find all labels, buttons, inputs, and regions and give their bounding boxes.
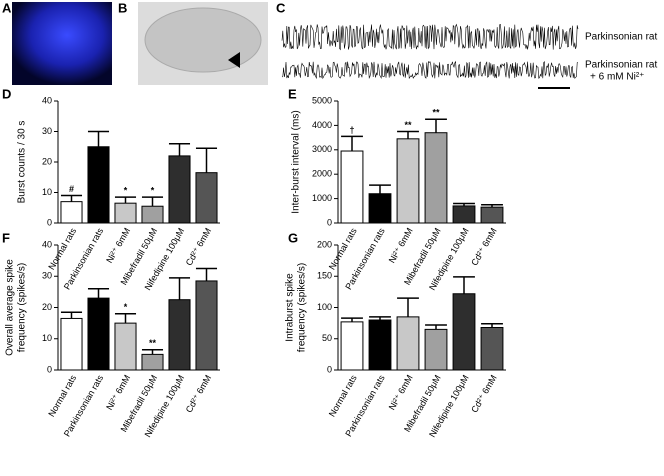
significance-mark: ** [149,338,157,348]
x-tick-label: Cd²⁺ 6mM [184,373,214,414]
bar [340,321,364,371]
panel-label: G [288,230,298,245]
y-tick-label: 1000 [312,193,332,203]
bar [60,201,83,224]
y-tick-label: 30 [42,126,52,136]
y-tick-label: 150 [317,271,332,281]
bar [396,138,420,224]
y-axis-title: Inter-burst interval (ms) [291,110,302,213]
significance-mark: * [151,185,155,195]
y-tick-label: 20 [42,302,52,312]
bar [114,322,137,371]
trace-label: + 6 mM Ni²⁺ [590,72,644,83]
significance-mark: † [349,125,354,135]
bar [168,299,191,371]
significance-mark: # [69,184,74,194]
y-tick-label: 4000 [312,120,332,130]
y-tick-label: 20 [42,156,52,166]
x-tick-label: Cd²⁺ 6mM [469,226,499,267]
y-tick-label: 40 [42,239,52,249]
bar [340,150,364,224]
y-tick-label: 40 [42,95,52,105]
significance-mark: * [124,302,128,312]
y-tick-label: 2000 [312,169,332,179]
panel-label: A [2,0,12,15]
y-tick-label: 10 [42,187,52,197]
y-tick-label: 0 [47,217,52,227]
bar [141,205,164,224]
x-tick-label: Cd²⁺ 6mM [469,373,499,414]
bar [480,206,504,224]
panel-label: F [2,230,10,245]
y-tick-label: 0 [47,364,52,374]
significance-mark: ** [404,120,412,130]
x-tick-label: Ni²⁺ 6mM [104,226,132,265]
x-tick-label: Normal rats [327,373,359,419]
y-tick-label: 100 [317,302,332,312]
brain-slice [144,7,262,73]
panel-label: E [288,86,297,101]
y-tick-label: 0 [327,364,332,374]
y-axis-title: Burst counts / 30 s [17,121,28,204]
trace [281,60,579,80]
bar [114,202,137,224]
bar [87,146,110,224]
bar [452,205,476,224]
significance-mark: * [124,185,128,195]
x-tick-label: Ni²⁺ 6mM [387,373,415,412]
y-axis-title: Intraburst spike [285,273,296,342]
panel-label: C [276,0,286,15]
panel-label: D [2,86,11,101]
trace [281,23,579,51]
bar [87,297,110,371]
bar [368,193,392,224]
bar [195,172,218,224]
bar [368,319,392,371]
bar [424,132,448,224]
bar [60,317,83,371]
bar [168,155,191,224]
y-tick-label: 0 [327,217,332,227]
fluorescence-image [12,2,112,85]
x-tick-label: Ni²⁺ 6mM [387,226,415,265]
traces [281,23,579,80]
y-tick-label: 30 [42,271,52,281]
y-axis-title: Overall average spike [5,259,16,356]
trace-label: Parkinsonian rat [585,32,657,43]
arrowhead [228,52,240,68]
bar [396,316,420,371]
bar [452,293,476,371]
bar [424,328,448,371]
bar [141,353,164,371]
y-tick-label: 5000 [312,95,332,105]
bar [480,327,504,371]
y-axis-title: frequency (spikes/s) [17,263,28,352]
y-tick-label: 50 [322,333,332,343]
trace-label: Parkinsonian rat [585,60,657,71]
x-tick-label: Cd²⁺ 6mM [184,226,214,267]
y-axis-title: frequency (spikes/s) [297,263,308,352]
y-tick-label: 200 [317,239,332,249]
significance-mark: ** [432,108,440,118]
y-tick-label: 10 [42,333,52,343]
panel-label: B [118,0,127,15]
y-tick-label: 3000 [312,144,332,154]
x-tick-label: Ni²⁺ 6mM [104,373,132,412]
bar [195,280,218,371]
